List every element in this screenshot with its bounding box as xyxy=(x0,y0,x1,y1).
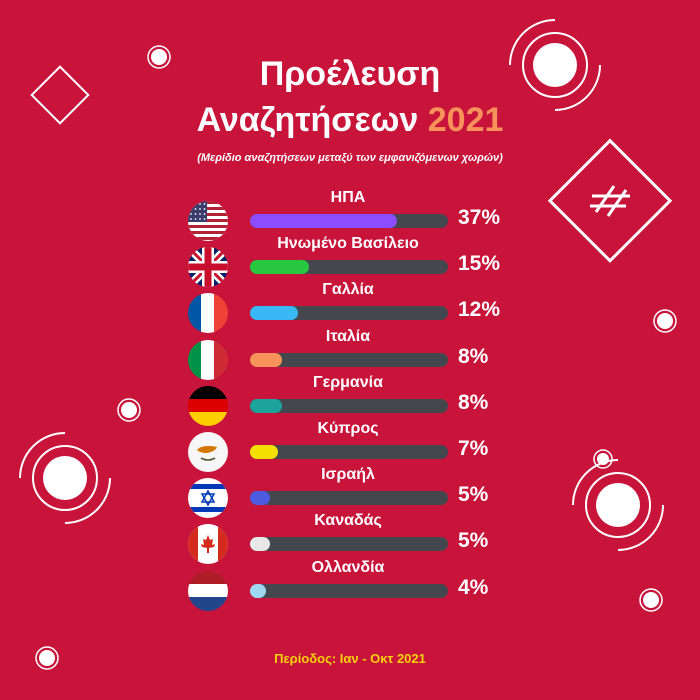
country-label: Κύπρος xyxy=(317,420,379,437)
percentage-label: 5% xyxy=(458,483,489,507)
bar-track xyxy=(250,352,448,367)
bar-fill xyxy=(250,260,310,275)
percentage-label: 5% xyxy=(458,529,489,553)
hashtag-icon xyxy=(590,185,630,217)
subtitle: (Μερίδιο αναζητήσεων μεταξύ των εμφανιζό… xyxy=(197,152,503,164)
country-label: Γαλλία xyxy=(322,281,374,299)
percentage-label: 15% xyxy=(458,252,501,276)
page-title-line1: Προέλευση xyxy=(259,55,441,93)
country-label: Γερμανία xyxy=(313,373,383,391)
country-label: Ηνωμένο Βασίλειο xyxy=(277,235,419,253)
diamond-outline-decoration xyxy=(30,65,90,125)
us-flag-icon xyxy=(188,201,228,241)
uk-flag-icon xyxy=(188,247,228,288)
canada-flag-icon xyxy=(188,524,228,565)
bar-row: Κύπρος 7% xyxy=(0,420,700,474)
country-label: Ολλανδία xyxy=(311,558,385,576)
bar-row: ΗΠΑ 37% xyxy=(0,189,700,243)
percentage-label: 12% xyxy=(458,298,501,322)
page-title-word: Αναζητήσεων xyxy=(196,101,419,139)
circle-decoration xyxy=(533,43,577,87)
bar-fill xyxy=(250,398,282,413)
country-label: Ισραήλ xyxy=(321,466,375,484)
bar-track xyxy=(250,260,448,275)
percentage-label: 7% xyxy=(458,437,489,460)
bar-track xyxy=(250,537,448,552)
israel-flag-icon xyxy=(188,478,228,519)
bar-row: Γαλλία 12% xyxy=(0,281,700,335)
bar-fill xyxy=(250,583,266,598)
page-title-line2: Αναζητήσεων 2021 xyxy=(0,98,700,142)
percentage-label: 4% xyxy=(458,575,489,599)
bar-fill xyxy=(250,491,270,506)
bar-row: Γερμανία 8% xyxy=(0,374,700,428)
bar-fill xyxy=(250,537,270,552)
germany-flag-icon xyxy=(188,385,228,426)
bar-track xyxy=(250,491,448,506)
netherlands-flag-icon xyxy=(188,570,228,611)
country-label: Καναδάς xyxy=(314,512,382,530)
france-flag-icon xyxy=(188,293,228,334)
bar-fill xyxy=(250,445,278,459)
ring-decoration xyxy=(522,32,588,98)
bar-fill xyxy=(250,214,397,228)
cyprus-flag-icon xyxy=(188,432,228,472)
bar-track xyxy=(250,214,448,228)
country-label: ΗΠΑ xyxy=(330,189,366,206)
bar-row: Ισραήλ 5% xyxy=(0,466,700,520)
page-title-year: 2021 xyxy=(427,101,504,139)
bar-row: Καναδάς 5% xyxy=(0,512,700,566)
bar-fill xyxy=(250,352,282,367)
bar-track xyxy=(250,398,448,413)
percentage-label: 37% xyxy=(458,206,501,229)
country-label: Ιταλία xyxy=(325,327,371,345)
percentage-label: 8% xyxy=(458,390,489,414)
bar-fill xyxy=(250,306,298,321)
italy-flag-icon xyxy=(188,339,228,380)
period-footer: Περίοδος: Ιαν - Οκτ 2021 xyxy=(274,651,426,666)
bar-track xyxy=(250,583,448,598)
bar-row: Ολλανδία 4% xyxy=(0,559,700,613)
percentage-label: 8% xyxy=(458,344,489,368)
bar-row: Ηνωμένο Βασίλειο 15% xyxy=(0,235,700,289)
bar-track xyxy=(250,445,448,459)
bar-track xyxy=(250,306,448,321)
diamond-logo-decoration xyxy=(547,138,673,263)
bar-row: Ιταλία 8% xyxy=(0,328,700,382)
